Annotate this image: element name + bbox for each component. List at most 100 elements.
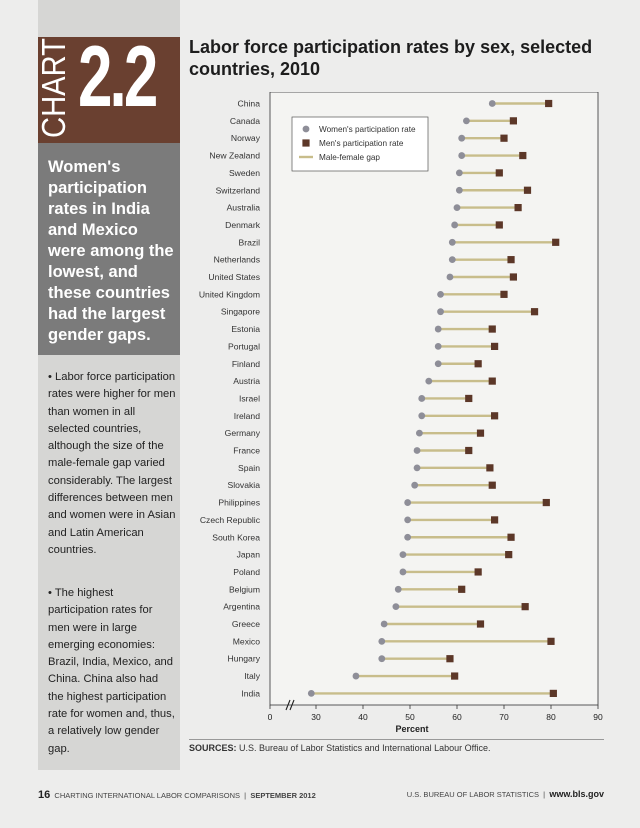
legend-women-marker [302,125,310,133]
x-axis-label: Percent [395,724,428,734]
men-square [521,603,529,611]
category-label: China [238,99,261,109]
women-dot [437,308,444,316]
men-square [509,273,517,281]
women-dot [448,238,456,246]
men-square [474,568,482,576]
sources-text: U.S. Bureau of Labor Statistics and Inte… [239,743,491,753]
men-square [509,117,517,125]
category-label: France [233,446,260,456]
men-square [465,446,473,455]
category-label: Portugal [228,341,260,351]
category-label: Slovakia [228,480,261,490]
category-label: India [241,688,260,698]
chart-number: 2.2 [78,29,158,125]
highlight-text: Women's participation rates in India and… [48,158,174,344]
women-dot [437,290,444,298]
x-tick-label: 30 [311,712,321,722]
men-square [491,516,499,524]
legend-women-label: Women's participation rate [319,125,416,134]
men-square [488,481,496,489]
footer-url[interactable]: www.bls.gov [549,789,604,799]
legend-gap-label: Male-female gap [319,153,380,162]
women-dot [394,585,402,593]
category-label: United States [208,272,260,282]
x-tick-label: 50 [405,712,415,722]
category-label: Australia [227,203,261,213]
women-dot [378,637,386,645]
men-square [507,533,515,541]
women-dot [392,603,400,611]
men-square [514,204,522,212]
men-square [495,169,503,177]
legend-men-marker [302,139,310,147]
men-square [458,585,466,593]
men-square [465,394,473,403]
x-tick-label: 40 [358,712,368,722]
category-label: Hungary [228,654,261,664]
category-label: New Zealand [209,151,260,161]
women-dot [446,273,454,281]
chart-word-label: CHART [35,38,72,138]
women-dot [307,690,315,697]
men-square [523,186,532,194]
women-dot [455,186,463,194]
category-label: Finland [232,359,260,369]
category-label: United Kingdom [199,289,260,299]
men-square [486,464,494,472]
category-label: Israel [239,393,260,403]
women-dot [399,568,407,576]
men-square [476,620,485,628]
women-dot [378,655,386,663]
category-label: Philippines [218,498,260,508]
category-label: Denmark [225,220,261,230]
women-dot [418,412,426,420]
women-dot [413,447,421,454]
category-label: South Korea [212,532,260,542]
category-label: Brazil [239,237,261,247]
men-square [547,637,555,645]
women-dot [488,100,496,107]
category-label: Singapore [221,307,260,317]
men-square [542,498,550,507]
category-label: Canada [230,116,260,126]
sources-divider [189,739,604,740]
chart-title: Labor force participation rates by sex, … [189,37,593,79]
women-dot [404,516,412,524]
men-square [488,325,496,333]
men-square [519,151,527,160]
page-number: 16 [38,789,51,801]
women-dot [455,169,463,177]
footer-left: 16 CHARTING INTERNATIONAL LABOR COMPARIS… [38,789,316,801]
women-dot [413,464,421,472]
women-dot [453,204,461,211]
category-label: Norway [231,133,261,143]
women-dot [404,499,412,506]
men-square [530,308,539,316]
men-square [476,429,485,437]
category-label: Ireland [234,411,260,421]
men-square [491,342,499,350]
category-label: Greece [232,619,260,629]
category-label: Belgium [229,584,260,594]
men-square [446,655,454,663]
men-square [451,672,459,680]
women-dot [451,221,459,229]
women-dot [418,395,426,402]
x-tick-label: 60 [452,712,462,722]
x-tick-label: 90 [593,712,603,722]
women-dot [425,377,433,385]
men-square [500,290,508,298]
dot-plot-chart: 0 30 40 50 60 70 80 90 Percent China Canada Norway N… [199,92,603,734]
footer-agency: U.S. BUREAU OF LABOR STATISTICS [406,790,540,799]
men-square [488,377,496,385]
women-dot [404,533,412,541]
men-square [545,99,553,108]
category-label: Spain [238,463,260,473]
women-dot [448,256,456,264]
chart-number-block [38,37,180,143]
category-label: Czech Republic [200,515,261,525]
x-tick-label: 0 [268,712,273,722]
category-label: Japan [237,550,261,560]
